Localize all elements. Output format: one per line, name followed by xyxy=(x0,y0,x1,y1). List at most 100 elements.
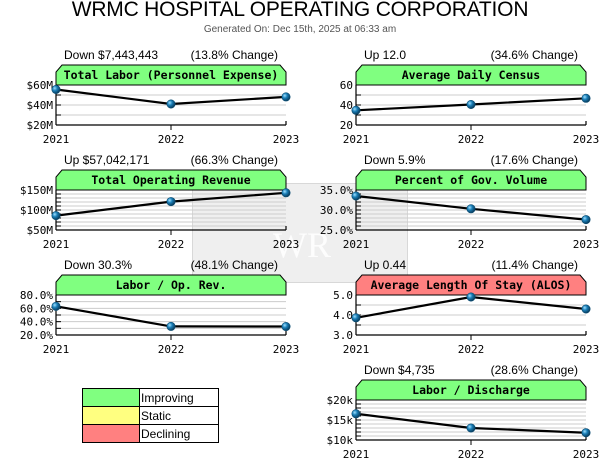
chart-title: Total Operating Revenue xyxy=(91,173,250,187)
x-tick-label: 2021 xyxy=(343,448,370,461)
x-tick-label: 2022 xyxy=(458,448,485,461)
data-point xyxy=(351,409,361,419)
y-tick-label: $100M xyxy=(20,204,53,217)
legend-item-static: Static xyxy=(82,406,219,425)
y-tick-label: $10k xyxy=(327,434,354,447)
data-point xyxy=(351,191,361,201)
data-point xyxy=(351,105,361,115)
legend-label: Improving xyxy=(139,388,219,407)
data-point xyxy=(166,99,176,109)
chart-average-daily-census: Up 12.0 (34.6% Change) Average Daily Censu… xyxy=(340,48,600,146)
change-amount: Down 30.3% xyxy=(64,258,132,272)
x-tick-label: 2021 xyxy=(43,343,70,356)
legend-swatch-static xyxy=(82,406,140,425)
change-amount: Up 12.0 xyxy=(364,48,406,62)
chart-average-length-of-stay-alos: Up 0.44 (11.4% Change) Average Length Of S… xyxy=(333,258,600,356)
y-tick-label: 4.0 xyxy=(333,309,353,322)
change-amount: Up 0.44 xyxy=(364,258,406,272)
x-tick-label: 2023 xyxy=(273,238,300,251)
watermark-text: WR xyxy=(273,225,331,265)
chart-title: Labor / Op. Rev. xyxy=(116,278,227,292)
x-tick-label: 2023 xyxy=(273,343,300,356)
report-title: WRMC HOSPITAL OPERATING CORPORATION xyxy=(71,0,529,21)
data-point xyxy=(581,93,591,103)
data-point xyxy=(281,92,291,102)
y-tick-label: 60.0% xyxy=(20,302,53,315)
x-tick-label: 2023 xyxy=(573,238,600,251)
y-tick-label: $20M xyxy=(27,119,54,132)
x-tick-label: 2022 xyxy=(158,133,185,146)
change-percent: (66.3% Change) xyxy=(191,153,278,167)
y-tick-label: 60 xyxy=(340,79,353,92)
change-percent: (17.6% Change) xyxy=(491,153,578,167)
data-point xyxy=(166,197,176,207)
data-point xyxy=(466,423,476,433)
y-tick-label: 5.0 xyxy=(333,289,353,302)
x-tick-label: 2023 xyxy=(273,133,300,146)
data-point xyxy=(581,428,591,438)
change-amount: Down $4,735 xyxy=(364,363,435,377)
x-tick-label: 2023 xyxy=(573,343,600,356)
x-tick-label: 2023 xyxy=(573,448,600,461)
y-tick-label: 20.0% xyxy=(20,329,53,342)
chart-title: Average Length Of Stay (ALOS) xyxy=(371,278,572,292)
x-tick-label: 2021 xyxy=(343,343,370,356)
chart-labor-discharge: Down $4,735 (28.6% Change) Labor / Dischar… xyxy=(327,363,600,461)
chart-title: Total Labor (Personnel Expense) xyxy=(64,68,279,82)
generated-timestamp: Generated On: Dec 15th, 2025 at 06:33 am xyxy=(203,24,397,35)
data-point xyxy=(51,84,61,94)
x-tick-label: 2021 xyxy=(43,238,70,251)
gridlines xyxy=(356,304,586,326)
data-point xyxy=(281,322,291,332)
legend-swatch-declining xyxy=(82,424,140,443)
y-tick-label: $50M xyxy=(27,224,54,237)
title-banner xyxy=(355,169,587,191)
y-tick-label: 3.0 xyxy=(333,329,353,342)
y-tick-label: $40M xyxy=(27,99,54,112)
change-percent: (11.4% Change) xyxy=(492,258,579,272)
x-tick-label: 2022 xyxy=(458,133,485,146)
data-point xyxy=(166,321,176,331)
data-point xyxy=(581,304,591,314)
y-tick-label: 25.0% xyxy=(320,224,353,237)
change-percent: (28.6% Change) xyxy=(491,363,578,377)
x-tick-label: 2021 xyxy=(343,238,370,251)
y-tick-label: 40 xyxy=(340,99,353,112)
x-tick-label: 2022 xyxy=(158,238,185,251)
data-point xyxy=(51,301,61,311)
chart-title: Average Daily Census xyxy=(402,68,540,82)
x-tick-label: 2021 xyxy=(343,133,370,146)
y-tick-label: $60M xyxy=(27,79,54,92)
data-point xyxy=(466,292,476,302)
data-point xyxy=(581,215,591,225)
data-point xyxy=(466,204,476,214)
change-percent: (34.6% Change) xyxy=(491,48,578,62)
chart-title: Labor / Discharge xyxy=(412,383,530,397)
chart-percent-of-gov-volume: Down 5.9% (17.6% Change) Percent of Gov. V… xyxy=(320,153,600,251)
chart-title: Percent of Gov. Volume xyxy=(395,173,547,187)
y-tick-label: $20k xyxy=(327,394,354,407)
chart-total-labor-personnel-expense: Down $7,443,443 (13.8% Change) Total Labor… xyxy=(27,48,300,146)
data-point xyxy=(351,313,361,323)
change-amount: Down $7,443,443 xyxy=(64,48,158,62)
title-banner xyxy=(55,64,287,86)
x-tick-label: 2022 xyxy=(458,238,485,251)
change-percent: (48.1% Change) xyxy=(191,258,278,272)
x-tick-label: 2023 xyxy=(573,133,600,146)
y-tick-label: 40.0% xyxy=(20,316,53,329)
chart-total-operating-revenue: Up $57,042,171 (66.3% Change) Total Operat… xyxy=(20,153,300,251)
data-point xyxy=(281,188,291,198)
title-banner xyxy=(355,64,587,86)
y-tick-label: 35.0% xyxy=(320,184,353,197)
gridlines xyxy=(356,193,586,227)
x-tick-label: 2021 xyxy=(43,133,70,146)
change-amount: Down 5.9% xyxy=(364,153,426,167)
legend-item-improving: Improving xyxy=(82,388,219,407)
title-banner xyxy=(355,274,587,296)
data-point xyxy=(51,211,61,221)
title-banner xyxy=(55,274,287,296)
title-banner xyxy=(355,379,587,401)
x-tick-label: 2022 xyxy=(158,343,185,356)
change-percent: (13.8% Change) xyxy=(191,48,278,62)
data-point xyxy=(466,99,476,109)
